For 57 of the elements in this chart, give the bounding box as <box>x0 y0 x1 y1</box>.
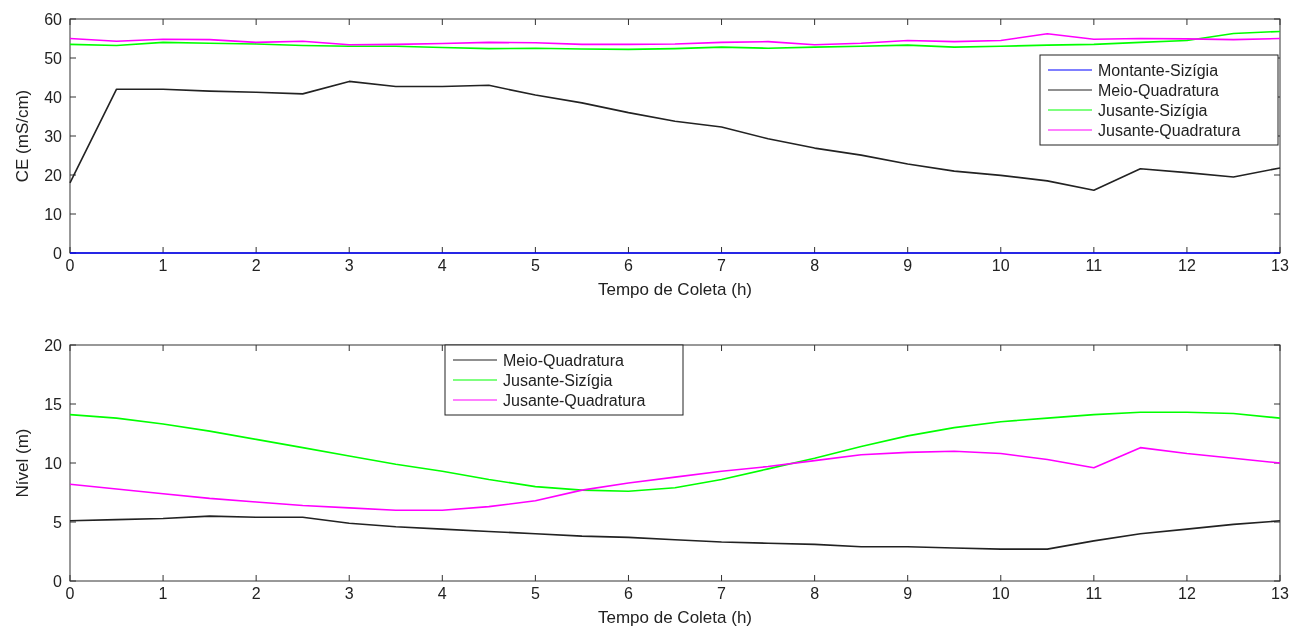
y-tick-label: 10 <box>44 205 63 223</box>
line-series <box>69 446 1281 511</box>
x-tick-label: 12 <box>1178 585 1196 602</box>
x-tick-label: 13 <box>1271 257 1289 274</box>
x-tick-label: 10 <box>991 585 1010 602</box>
y-tick-label: 5 <box>53 513 63 531</box>
x-tick-label: 2 <box>251 257 261 274</box>
x-tick-label: 6 <box>624 585 634 602</box>
x-tick-label: 12 <box>1178 257 1196 274</box>
x-tick-label: 1 <box>158 585 168 602</box>
x-tick-label: 8 <box>810 257 820 274</box>
y-tick-label: 20 <box>44 336 63 354</box>
x-tick-label: 0 <box>65 585 75 602</box>
legend-label: Jusante-Quadratura <box>1098 121 1241 139</box>
legend-label: Jusante-Sizígia <box>1098 101 1208 119</box>
x-tick-label: 9 <box>903 257 913 274</box>
x-tick-label: 9 <box>903 585 913 602</box>
x-tick-label: 3 <box>344 257 354 274</box>
x-tick-label: 6 <box>624 257 634 274</box>
x-axis-title: Tempo de Coleta (h) <box>597 280 753 299</box>
y-tick-label: 0 <box>53 572 63 590</box>
y-tick-label: 20 <box>44 166 63 184</box>
legend-label: Jusante-Quadratura <box>503 391 646 409</box>
x-tick-label: 7 <box>717 257 727 274</box>
x-tick-label: 7 <box>717 585 727 602</box>
x-tick-label: 2 <box>251 585 261 602</box>
line-series <box>69 80 1281 192</box>
x-tick-label: 11 <box>1085 257 1103 274</box>
x-axis-title: Tempo de Coleta (h) <box>597 608 753 627</box>
x-tick-label: 4 <box>437 585 447 602</box>
line-series <box>69 411 1281 493</box>
line-series <box>69 30 1281 51</box>
x-tick-label: 4 <box>437 257 447 274</box>
y-tick-label: 40 <box>44 88 63 106</box>
x-tick-label: 3 <box>344 585 354 602</box>
y-tick-label: 15 <box>44 395 63 413</box>
x-tick-label: 8 <box>810 585 820 602</box>
line-series <box>69 33 1281 46</box>
x-tick-label: 1 <box>158 257 168 274</box>
x-tick-label: 5 <box>530 585 540 602</box>
legend-label: Meio-Quadratura <box>1098 81 1220 99</box>
legend-label: Meio-Quadratura <box>503 351 625 369</box>
x-tick-label: 10 <box>991 257 1010 274</box>
x-tick-label: 0 <box>65 257 75 274</box>
y-tick-label: 0 <box>53 244 63 262</box>
legend-label: Jusante-Sizígia <box>503 371 613 389</box>
y-tick-label: 10 <box>44 454 63 472</box>
y-tick-label: 30 <box>44 127 63 145</box>
y-tick-label: 60 <box>44 10 63 28</box>
y-axis-title: CE (mS/cm) <box>13 89 32 183</box>
x-tick-label: 5 <box>530 257 540 274</box>
x-tick-label: 13 <box>1271 585 1289 602</box>
y-axis-title: Nível (m) <box>13 428 32 498</box>
line-series <box>69 515 1281 550</box>
x-tick-label: 11 <box>1085 585 1103 602</box>
legend-label: Montante-Sizígia <box>1098 61 1219 79</box>
y-tick-label: 50 <box>44 49 63 67</box>
